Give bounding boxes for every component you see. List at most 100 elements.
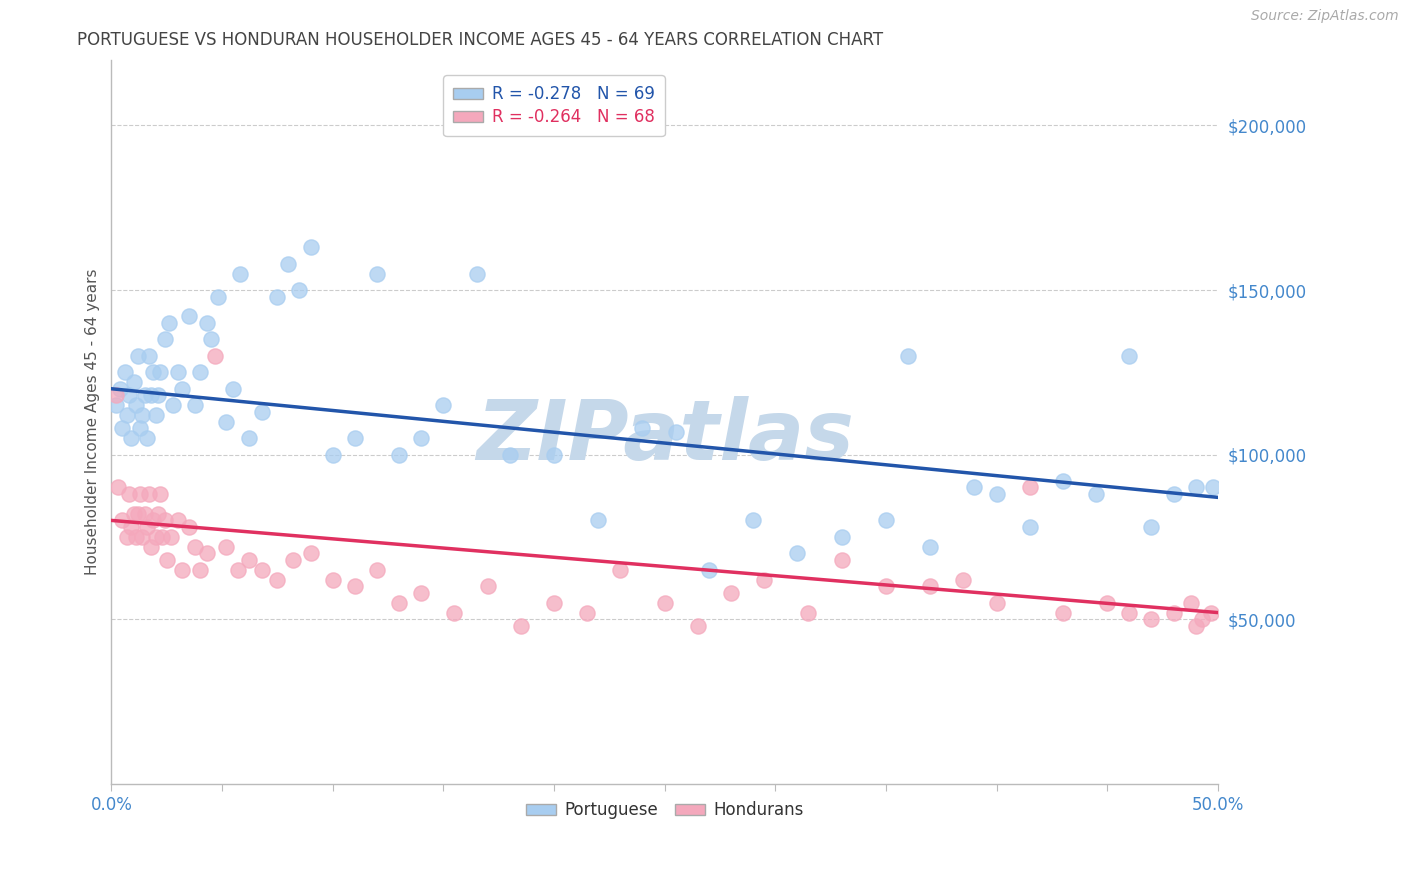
Point [1184, 619, 1206, 633]
Point [138, 349, 160, 363]
Point [322, 573, 344, 587]
Point [125, 530, 148, 544]
Point [157, 316, 180, 330]
Point [122, 507, 145, 521]
Point [156, 553, 179, 567]
Point [343, 431, 366, 445]
Point [543, 448, 565, 462]
Point [118, 388, 141, 402]
Point [120, 520, 142, 534]
Point [120, 431, 142, 445]
Point [135, 520, 157, 534]
Legend: Portuguese, Hondurans: Portuguese, Hondurans [519, 795, 810, 826]
Point [654, 596, 676, 610]
Point [141, 388, 163, 402]
Point [134, 507, 156, 521]
Point [127, 349, 149, 363]
Point [172, 382, 194, 396]
Point [443, 606, 465, 620]
Point [226, 563, 249, 577]
Point [131, 408, 153, 422]
Point [366, 267, 388, 281]
Point [215, 540, 238, 554]
Point [131, 530, 153, 544]
Point [277, 257, 299, 271]
Point [153, 332, 176, 346]
Point [576, 606, 599, 620]
Point [288, 283, 311, 297]
Point [1140, 612, 1163, 626]
Point [250, 563, 273, 577]
Point [299, 546, 322, 560]
Point [366, 563, 388, 577]
Point [166, 365, 188, 379]
Point [200, 332, 222, 346]
Point [146, 507, 169, 521]
Point [1163, 606, 1185, 620]
Point [465, 267, 488, 281]
Text: Source: ZipAtlas.com: Source: ZipAtlas.com [1251, 9, 1399, 23]
Text: PORTUGUESE VS HONDURAN HOUSEHOLDER INCOME AGES 45 - 64 YEARS CORRELATION CHART: PORTUGUESE VS HONDURAN HOUSEHOLDER INCOM… [77, 31, 883, 49]
Point [141, 540, 163, 554]
Point [1118, 606, 1140, 620]
Point [1191, 612, 1213, 626]
Point [631, 421, 654, 435]
Point [388, 448, 411, 462]
Point [1052, 474, 1074, 488]
Point [322, 448, 344, 462]
Point [1202, 481, 1225, 495]
Point [875, 579, 897, 593]
Point [952, 573, 974, 587]
Point [184, 398, 207, 412]
Point [238, 431, 260, 445]
Point [343, 579, 366, 593]
Point [543, 596, 565, 610]
Point [432, 398, 454, 412]
Point [1018, 481, 1040, 495]
Point [229, 267, 252, 281]
Point [986, 487, 1008, 501]
Point [127, 507, 149, 521]
Point [1118, 349, 1140, 363]
Point [1180, 596, 1202, 610]
Point [142, 513, 165, 527]
Point [104, 388, 127, 402]
Point [238, 553, 260, 567]
Point [754, 573, 776, 587]
Point [188, 365, 211, 379]
Point [110, 382, 132, 396]
Text: ZIPatlas: ZIPatlas [475, 396, 853, 476]
Point [188, 563, 211, 577]
Point [250, 405, 273, 419]
Point [177, 310, 200, 324]
Point [118, 487, 141, 501]
Point [266, 289, 288, 303]
Point [875, 513, 897, 527]
Point [299, 240, 322, 254]
Point [586, 513, 609, 527]
Point [281, 553, 304, 567]
Point [146, 388, 169, 402]
Point [266, 573, 288, 587]
Point [388, 596, 411, 610]
Point [129, 421, 152, 435]
Point [411, 586, 433, 600]
Point [215, 415, 238, 429]
Point [1052, 606, 1074, 620]
Point [111, 421, 134, 435]
Point [411, 431, 433, 445]
Point [107, 481, 129, 495]
Point [149, 365, 172, 379]
Point [920, 540, 942, 554]
Point [145, 408, 167, 422]
Point [138, 487, 160, 501]
Point [720, 586, 742, 600]
Point [150, 530, 173, 544]
Point [499, 448, 522, 462]
Point [1199, 606, 1222, 620]
Point [134, 388, 156, 402]
Point [162, 398, 184, 412]
Point [742, 513, 765, 527]
Point [204, 349, 226, 363]
Point [477, 579, 499, 593]
